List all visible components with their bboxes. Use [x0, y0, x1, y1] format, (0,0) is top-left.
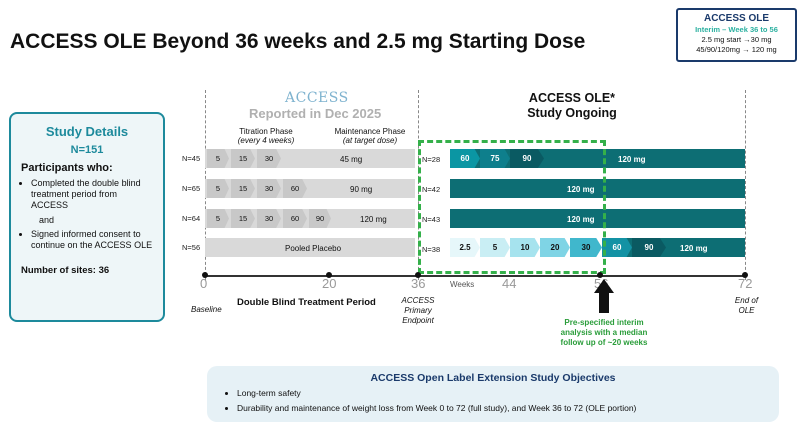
objectives-panel: ACCESS Open Label Extension Study Object…	[207, 366, 779, 422]
row4-ole-step: 10	[510, 238, 540, 257]
titration-sub: (every 4 weeks)	[237, 136, 295, 145]
legend-line1: Interim – Week 36 to 56	[695, 25, 778, 34]
row2-teal-bar	[450, 179, 745, 198]
tick-label: 44	[502, 276, 517, 291]
ole-heading-line2: Study Ongoing	[527, 106, 617, 120]
row4-ole-step: 2.5	[450, 238, 480, 257]
row1-step: 30	[257, 149, 281, 168]
legend-heading: ACCESS OLE	[703, 13, 769, 24]
objectives-list: Long-term safety Durability and maintena…	[207, 388, 779, 413]
tick-label: 72	[738, 276, 753, 291]
row4-ole-step: 5	[480, 238, 510, 257]
row1-ole-step: 60	[450, 149, 480, 168]
row3-dose: 120 mg	[360, 215, 387, 224]
tick-36	[415, 272, 421, 278]
participants-label: Participants who:	[21, 162, 113, 174]
timeline-axis	[205, 275, 745, 277]
end-ole-label: End of OLE	[734, 296, 759, 315]
sites-count: Number of sites: 36	[21, 265, 110, 276]
row4-n: N=56	[182, 243, 201, 252]
maintenance-phase-label: Maintenance Phase (at target dose)	[330, 127, 410, 145]
criteria-list: Completed the double blind treatment per…	[11, 178, 163, 211]
study-n: N=151	[70, 144, 104, 156]
maintenance-label: Maintenance Phase	[334, 127, 406, 136]
criteria-item: Completed the double blind treatment per…	[31, 178, 155, 211]
reported-label: Reported in Dec 2025	[249, 106, 382, 121]
ole-heading: ACCESS OLE* Study Ongoing	[497, 91, 647, 121]
row2-step: 15	[231, 179, 255, 198]
row4-ole-dose: 120 mg	[680, 244, 708, 253]
objectives-heading: ACCESS Open Label Extension Study Object…	[370, 372, 616, 384]
row2-ole-n: N=42	[422, 185, 441, 194]
row3-step: 60	[283, 209, 307, 228]
titration-phase-label: Titration Phase (every 4 weeks)	[226, 127, 306, 145]
row1-ole-n: N=28	[422, 155, 441, 164]
tick-20	[326, 272, 332, 278]
row3-n: N=64	[182, 214, 201, 223]
primary-endpoint-label: ACCESS Primary Endpoint	[401, 296, 435, 325]
study-details-heading: Study Details	[45, 124, 129, 139]
titration-label: Titration Phase	[239, 127, 293, 136]
legend-line2: 2.5 mg start →30 mg	[701, 35, 772, 44]
row3-teal-bar	[450, 209, 745, 228]
tick-56	[597, 272, 603, 278]
row1-n: N=45	[182, 154, 201, 163]
ole-legend-box: ACCESS OLE Interim – Week 36 to 56 2.5 m…	[676, 8, 797, 62]
row1-step: 15	[231, 149, 255, 168]
and-label: and	[39, 215, 55, 225]
row4-ole-step: 20	[540, 238, 570, 257]
row1-ole-step: 90	[510, 149, 544, 168]
row2-ole-dose: 120 mg	[567, 185, 595, 194]
double-blind-label: Double Blind Treatment Period	[237, 297, 376, 308]
row3-step: 90	[309, 209, 331, 228]
tick-label: 20	[322, 276, 337, 291]
interim-arrow-icon	[594, 279, 614, 313]
tick-72	[742, 272, 748, 278]
page-title: ACCESS OLE Beyond 36 weeks and 2.5 mg St…	[10, 30, 586, 53]
row2-dose: 90 mg	[350, 185, 373, 194]
row3-step: 30	[257, 209, 281, 228]
objective-item: Long-term safety	[237, 388, 779, 398]
row4-gray-bar	[205, 238, 415, 257]
baseline-label: Baseline	[191, 305, 222, 314]
week72-line	[745, 90, 746, 280]
criteria-item: Signed informed consent to continue on t…	[31, 229, 155, 251]
row4-ole-step: 60	[602, 238, 632, 257]
row2-step: 60	[283, 179, 307, 198]
row3-step: 5	[207, 209, 229, 228]
criteria-list-2: Signed informed consent to continue on t…	[11, 229, 163, 251]
row3-step: 15	[231, 209, 255, 228]
tick-label: 0	[200, 276, 208, 291]
maintenance-sub: (at target dose)	[342, 136, 398, 145]
row4-dose: Pooled Placebo	[285, 244, 342, 253]
row2-step: 30	[257, 179, 281, 198]
row1-dose: 45 mg	[340, 155, 363, 164]
tick-0	[202, 272, 208, 278]
row4-ole-n: N=38	[422, 245, 441, 254]
interim-window-box	[418, 140, 606, 274]
access-logo: ACCESS	[285, 90, 349, 106]
ole-heading-line1: ACCESS OLE*	[528, 91, 616, 105]
objective-item: Durability and maintenance of weight los…	[237, 403, 779, 413]
row3-ole-dose: 120 mg	[567, 215, 595, 224]
row4-ole-step: 90	[632, 238, 666, 257]
legend-line3: 45/90/120mg → 120 mg	[696, 45, 777, 54]
row1-ole-dose: 120 mg	[618, 155, 646, 164]
study-details-panel: Study Details N=151 Participants who: Co…	[9, 112, 165, 322]
interim-note: Pre-specified interim analysis with a me…	[560, 318, 648, 347]
row1-ole-step: 75	[480, 149, 510, 168]
tick-label: 36	[411, 276, 426, 291]
row4-ole-step: 30	[570, 238, 602, 257]
row2-n: N=65	[182, 184, 201, 193]
weeks-label: Weeks	[450, 280, 475, 289]
row2-step: 5	[207, 179, 229, 198]
row3-ole-n: N=43	[422, 215, 441, 224]
row1-step: 5	[207, 149, 229, 168]
